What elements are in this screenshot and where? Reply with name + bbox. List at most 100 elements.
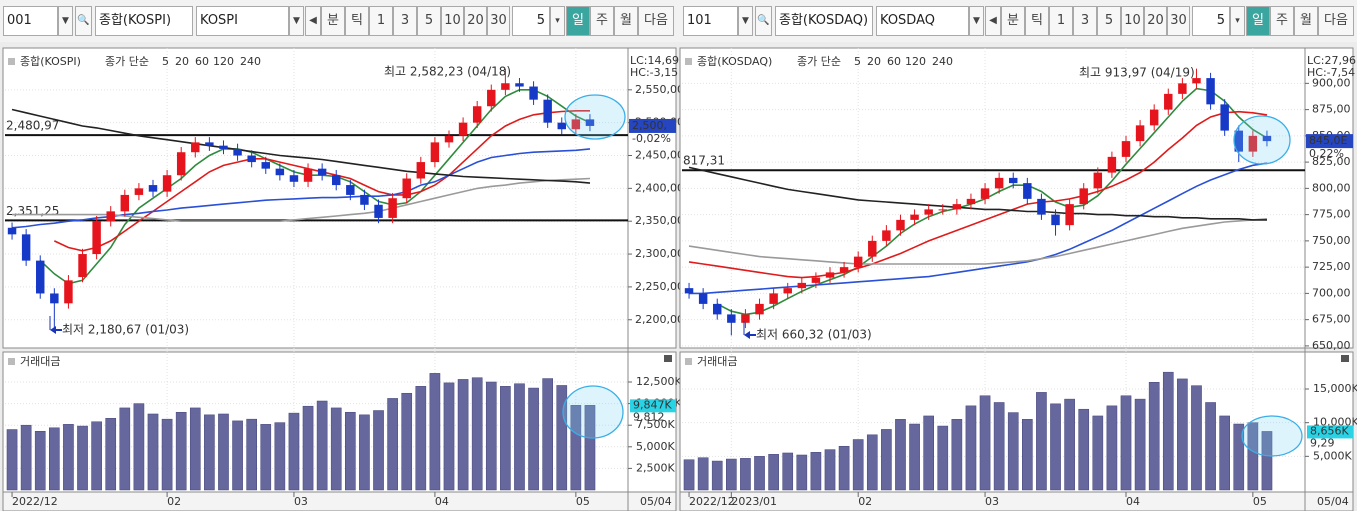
dropdown-arrow[interactable]: ▼ bbox=[289, 6, 304, 36]
candle-body bbox=[458, 122, 468, 136]
dropdown-arrow[interactable]: ▼ bbox=[738, 6, 753, 36]
unit-button[interactable]: 틱 bbox=[1025, 6, 1049, 36]
search-button[interactable]: 🔍 bbox=[755, 6, 772, 36]
search-button[interactable]: 🔍 bbox=[75, 6, 92, 36]
period-tab[interactable]: 월 bbox=[1294, 6, 1318, 36]
candle-body bbox=[176, 152, 186, 176]
period-tab[interactable]: 주 bbox=[1270, 6, 1294, 36]
header-icon bbox=[8, 358, 15, 365]
code-box[interactable]: 101 bbox=[683, 6, 738, 36]
x-tick-label: 2023/01 bbox=[731, 495, 777, 508]
dropdown-arrow[interactable]: ▼ bbox=[969, 6, 984, 36]
volume-bar bbox=[401, 392, 413, 491]
unit-button[interactable]: 30 bbox=[487, 6, 510, 36]
x-tick-label: 03 bbox=[294, 495, 308, 508]
candle-body bbox=[92, 221, 101, 255]
index-select[interactable]: KOSPI bbox=[196, 6, 289, 36]
volume-box-label: 8,656K bbox=[1310, 424, 1349, 437]
period-tab[interactable]: 주 bbox=[590, 6, 614, 36]
unit-button[interactable]: 분 bbox=[321, 6, 345, 36]
candle-body bbox=[1093, 172, 1103, 189]
unit-button[interactable]: 10 bbox=[1121, 6, 1144, 36]
dropdown-arrow[interactable]: ▾ bbox=[1230, 6, 1245, 36]
period-tab[interactable]: 일 bbox=[566, 6, 590, 36]
unit-button[interactable]: 5 bbox=[417, 6, 441, 36]
date-axis bbox=[2, 491, 677, 511]
volume-bar bbox=[711, 460, 723, 491]
volume-bar bbox=[175, 411, 187, 491]
volume-bar bbox=[726, 458, 737, 491]
candle-body bbox=[501, 83, 510, 90]
volume-bar bbox=[584, 405, 596, 491]
candle-body bbox=[120, 194, 130, 212]
unit-button[interactable]: 20 bbox=[464, 6, 487, 36]
period-tab[interactable]: 다음 bbox=[638, 6, 674, 36]
dropdown-arrow[interactable]: ▼ bbox=[58, 6, 73, 36]
candle-body bbox=[1107, 156, 1117, 173]
period-tab[interactable]: 다음 bbox=[1318, 6, 1354, 36]
candle-body bbox=[1051, 214, 1060, 226]
volume-box bbox=[630, 399, 676, 413]
unit-button[interactable]: 1 bbox=[369, 6, 393, 36]
volume-bar bbox=[570, 405, 582, 491]
volume-bar bbox=[993, 402, 1005, 491]
legend-entry: 120 bbox=[905, 55, 926, 68]
volume-bar bbox=[965, 405, 977, 491]
volume-bar bbox=[1233, 423, 1245, 491]
unit-button[interactable]: 30 bbox=[1167, 6, 1190, 36]
period-spinner[interactable]: 5 bbox=[1192, 6, 1230, 36]
unit-button[interactable]: 5 bbox=[1097, 6, 1121, 36]
volume-box-label: 9,847K bbox=[633, 398, 672, 411]
prev-button[interactable]: ◀ bbox=[985, 6, 1001, 36]
unit-button[interactable]: 10 bbox=[441, 6, 464, 36]
legend-entry: 240 bbox=[932, 55, 953, 68]
volume-bar bbox=[316, 400, 328, 491]
legend-entry: 5 bbox=[162, 55, 169, 68]
volume-bar bbox=[768, 454, 779, 491]
prev-button[interactable]: ◀ bbox=[305, 6, 321, 36]
volume-bar bbox=[923, 415, 934, 491]
candle-body bbox=[557, 122, 566, 130]
y-tick-label: 2,350,00 bbox=[635, 214, 684, 227]
volume-bar bbox=[34, 430, 46, 491]
index-name[interactable]: 종합(KOSDAQ) bbox=[775, 6, 873, 36]
highlight bbox=[1233, 115, 1291, 165]
volume-bar bbox=[63, 424, 74, 491]
volume-sub-label: 9,29 bbox=[1310, 436, 1335, 449]
volume-bar bbox=[1162, 371, 1174, 491]
y-tick-label: 2,250,00 bbox=[635, 280, 684, 293]
candle-body bbox=[289, 175, 299, 182]
unit-button[interactable]: 1 bbox=[1049, 6, 1073, 36]
y-tick-label: 675,00 bbox=[1312, 313, 1351, 326]
highlight bbox=[562, 385, 624, 439]
unit-button[interactable]: 분 bbox=[1001, 6, 1025, 36]
x-tick-label: 02 bbox=[167, 495, 181, 508]
dropdown-arrow[interactable]: ▾ bbox=[550, 6, 565, 36]
y-tick-label: 875,00 bbox=[1312, 103, 1351, 116]
index-name[interactable]: 종합(KOSPI) bbox=[95, 6, 193, 36]
volume-bar bbox=[810, 452, 822, 491]
y-tick-label: 15,000K bbox=[1313, 382, 1357, 395]
candle-body bbox=[1037, 198, 1046, 215]
candle-body bbox=[50, 293, 59, 304]
unit-button[interactable]: 20 bbox=[1144, 6, 1167, 36]
toolbar: 001 ▼ 🔍 종합(KOSPI) KOSPI ▼ ◀ 분 틱 1 3 5 10 20 30 5 ▾ 일 주 월 다음 1… bbox=[0, 0, 1357, 42]
volume-bar bbox=[754, 456, 765, 491]
volume-bar bbox=[1148, 382, 1160, 491]
volume-bar bbox=[937, 425, 949, 491]
candle-body bbox=[713, 303, 722, 315]
x-tick-label: 04 bbox=[1126, 495, 1140, 508]
candle-body bbox=[219, 145, 228, 149]
volume-box bbox=[1307, 425, 1353, 439]
unit-button[interactable]: 3 bbox=[393, 6, 417, 36]
volume-bar bbox=[20, 424, 32, 491]
period-tab[interactable]: 월 bbox=[614, 6, 638, 36]
candle-body bbox=[1248, 135, 1258, 152]
index-select[interactable]: KOSDAQ bbox=[876, 6, 969, 36]
period-spinner[interactable]: 5 bbox=[512, 6, 550, 36]
unit-button[interactable]: 틱 bbox=[345, 6, 369, 36]
code-box[interactable]: 001 bbox=[3, 6, 58, 36]
candle-body bbox=[839, 267, 849, 273]
period-tab[interactable]: 일 bbox=[1246, 6, 1270, 36]
unit-button[interactable]: 3 bbox=[1073, 6, 1097, 36]
